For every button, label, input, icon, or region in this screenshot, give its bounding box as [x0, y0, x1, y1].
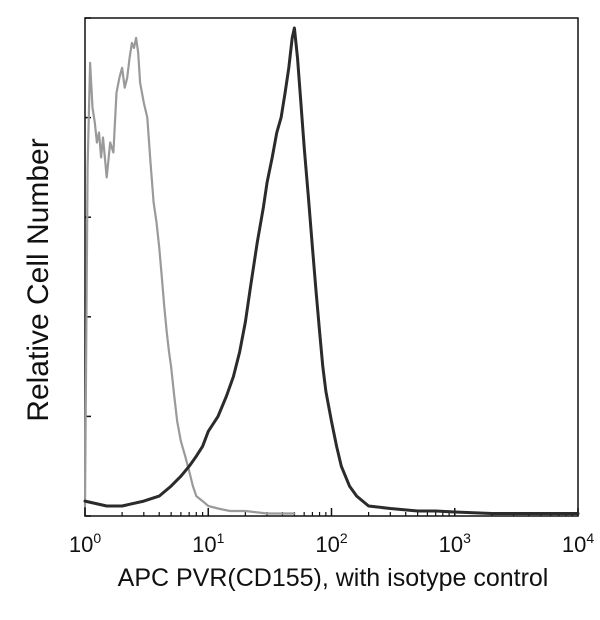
- x-tick-labels: 100 101 102 103 104: [69, 530, 594, 557]
- x-tick-label: 102: [315, 530, 347, 557]
- x-tick-label: 101: [192, 530, 224, 557]
- x-tick-label: 100: [69, 530, 101, 557]
- x-tick-exponent: 4: [586, 530, 594, 546]
- x-tick-base: 10: [562, 532, 586, 557]
- x-tick-exponent: 1: [217, 530, 225, 546]
- histogram-series-1: [83, 36, 296, 515]
- plot-area: [83, 17, 580, 517]
- x-tick-label: 104: [562, 530, 594, 557]
- x-tick-label: 103: [439, 530, 471, 557]
- x-tick-exponent: 0: [93, 530, 101, 546]
- x-tick-base: 10: [69, 532, 93, 557]
- y-axis-title: Relative Cell Number: [22, 138, 55, 421]
- x-tick-base: 10: [192, 532, 216, 557]
- x-axis-title: APC PVR(CD155), with isotype control: [118, 564, 549, 592]
- x-tick-base: 10: [315, 532, 339, 557]
- x-tick-exponent: 2: [340, 530, 348, 546]
- x-tick-exponent: 3: [463, 530, 471, 546]
- x-tick-base: 10: [439, 532, 463, 557]
- plot-frame: [84, 17, 579, 517]
- histogram-series-2: [83, 26, 580, 515]
